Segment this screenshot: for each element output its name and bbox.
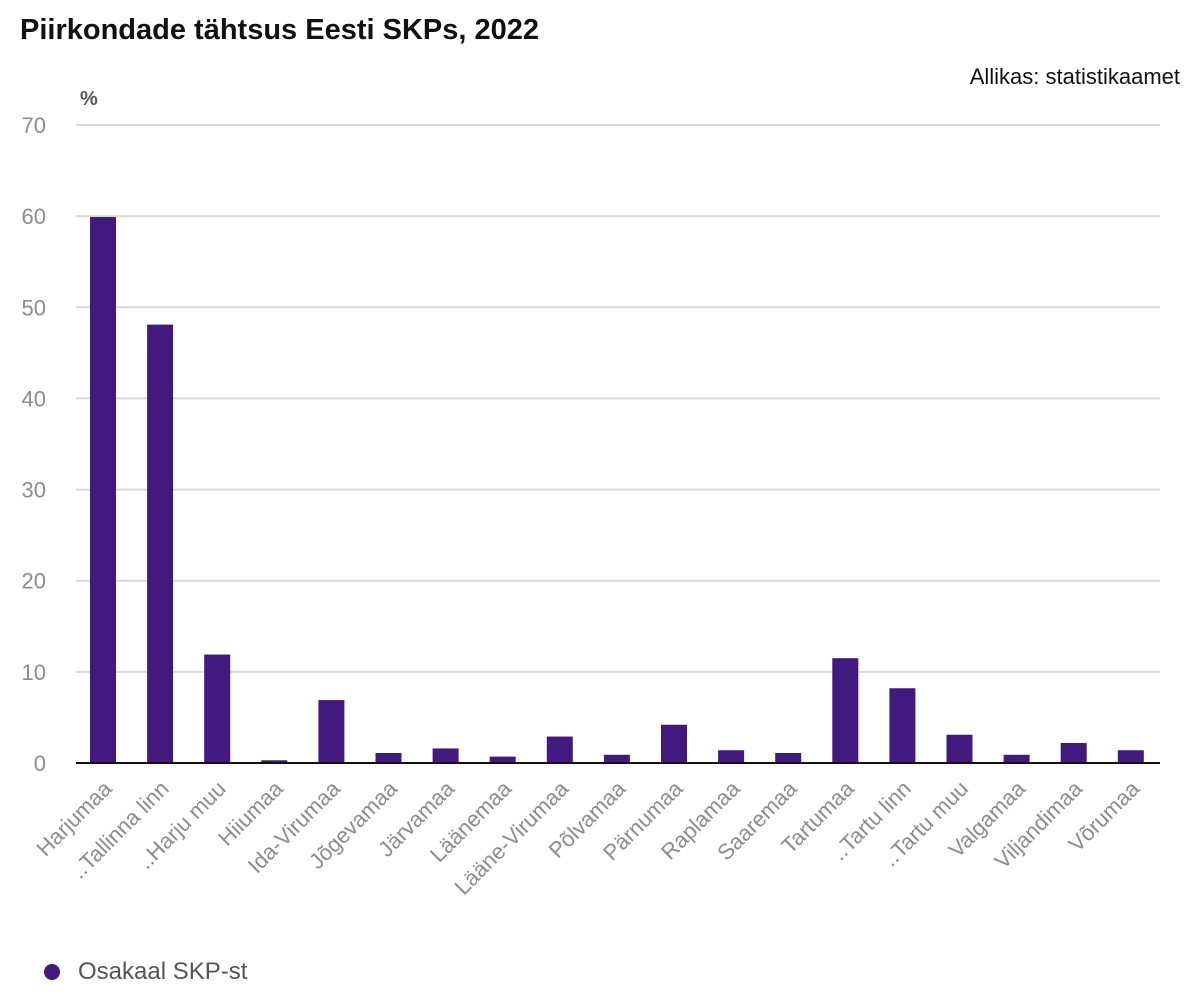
y-tick-label: 40	[22, 386, 46, 411]
bar[interactable]	[546, 736, 573, 763]
chart-title: Piirkondade tähtsus Eesti SKPs, 2022	[20, 14, 539, 46]
y-tick-labels: 0 10 20 30 40 50 60 70	[22, 113, 46, 776]
bar[interactable]	[1003, 754, 1030, 763]
bar[interactable]	[489, 756, 516, 763]
bar[interactable]	[775, 752, 802, 763]
y-tick-label: 50	[22, 295, 46, 320]
bar[interactable]	[204, 654, 231, 763]
y-tick-label: 60	[22, 204, 46, 229]
y-tick-label: 20	[22, 569, 46, 594]
bar[interactable]	[90, 217, 116, 763]
bars	[90, 217, 1144, 763]
bar[interactable]	[432, 748, 459, 763]
x-tick-labels: Harjumaa..Tallinna linn..Harju muuHiiuma…	[31, 775, 1144, 899]
bar[interactable]	[375, 752, 402, 763]
legend: Osakaal SKP-st	[44, 958, 247, 986]
bar[interactable]	[1117, 750, 1144, 763]
bar[interactable]	[718, 750, 745, 763]
grid-lines	[76, 124, 1160, 673]
y-tick-label: 70	[22, 113, 46, 138]
bar[interactable]	[147, 324, 174, 763]
bar[interactable]	[261, 760, 288, 763]
y-tick-label: 10	[22, 660, 46, 685]
legend-swatch	[44, 964, 60, 980]
legend-label: Osakaal SKP-st	[78, 958, 248, 985]
y-axis-unit-label: %	[80, 88, 98, 110]
y-tick-label: 30	[22, 478, 46, 503]
bar[interactable]	[889, 688, 916, 763]
y-tick-label: 0	[34, 751, 46, 776]
bar[interactable]	[661, 724, 687, 763]
bar[interactable]	[603, 754, 630, 763]
bar[interactable]	[318, 700, 345, 763]
bar[interactable]	[832, 658, 859, 763]
source-label: Allikas: statistikaamet	[969, 64, 1180, 89]
bar[interactable]	[946, 734, 973, 763]
bar[interactable]	[1060, 742, 1087, 763]
